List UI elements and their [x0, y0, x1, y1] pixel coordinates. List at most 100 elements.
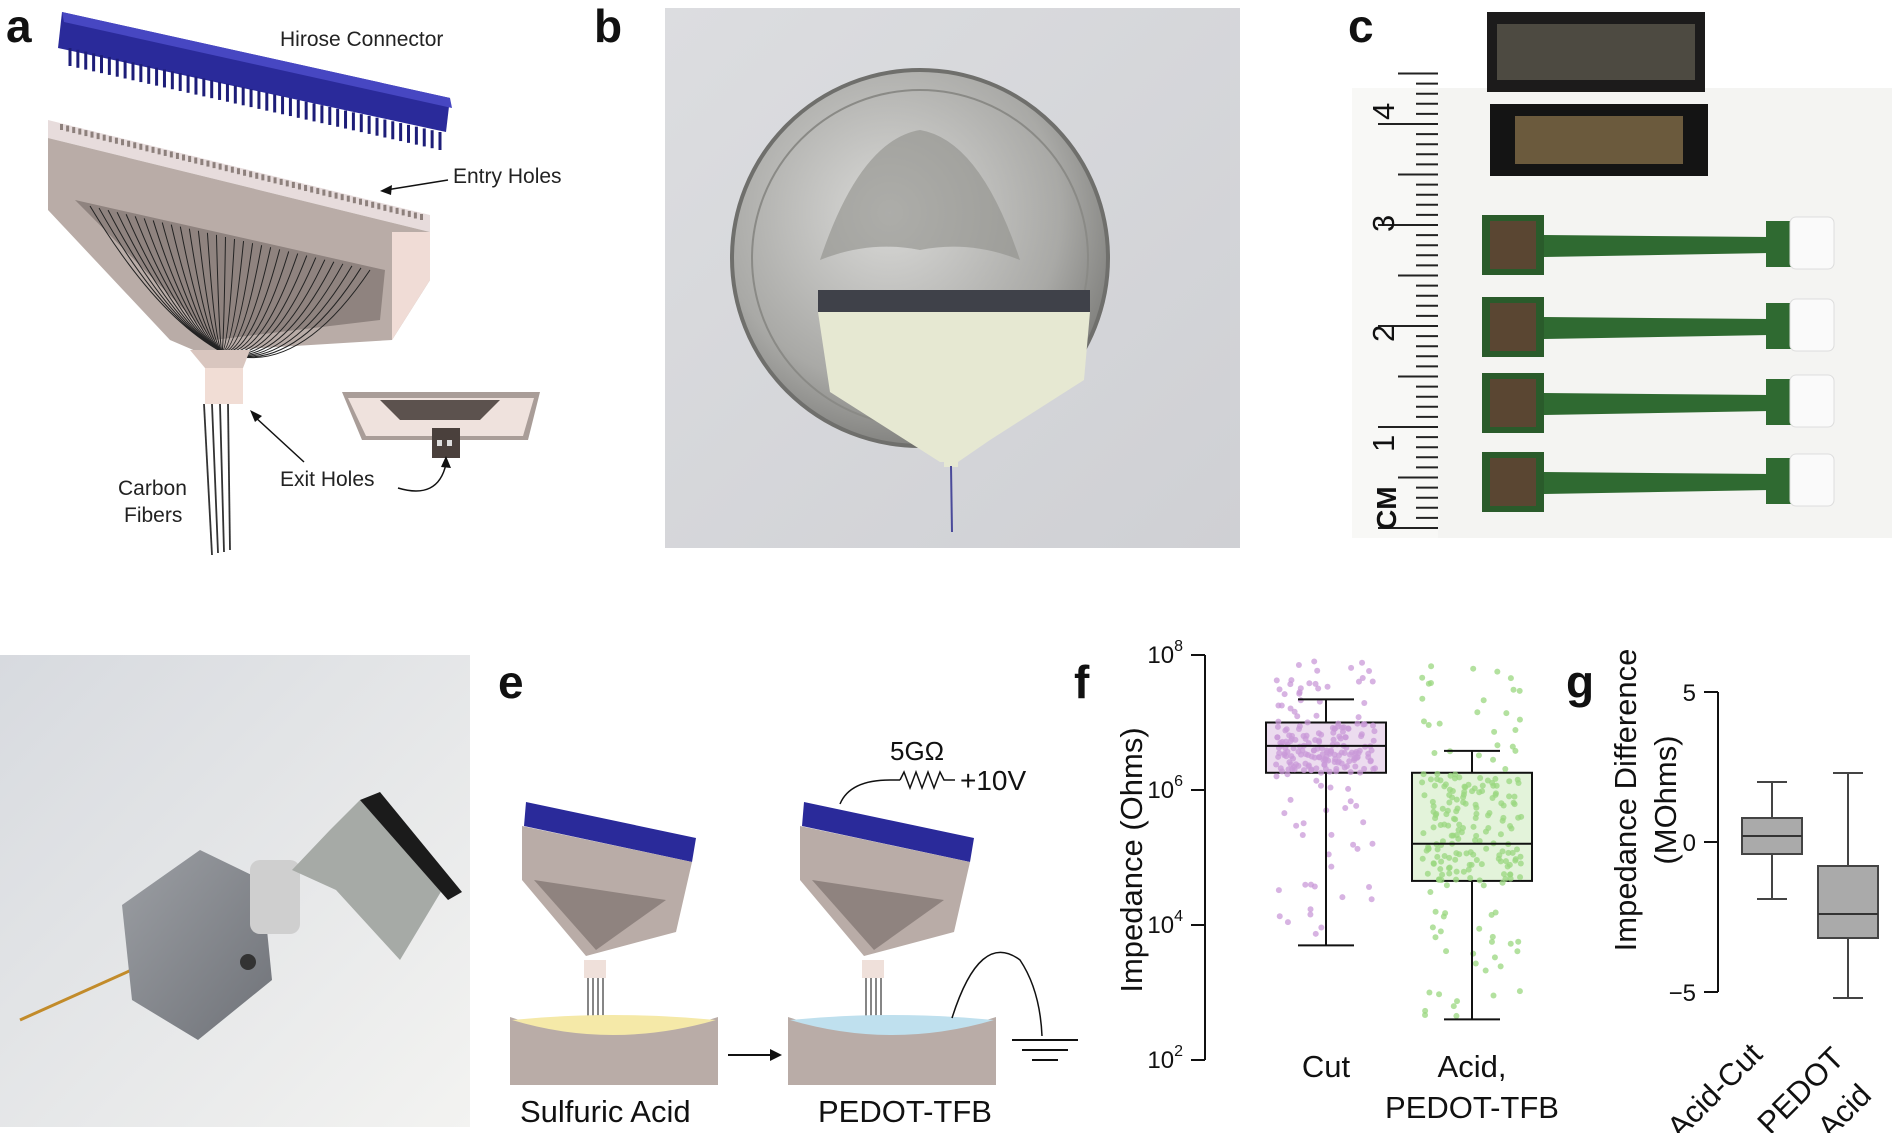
exit-holes-arrow-head [250, 410, 262, 422]
diagram-housing [522, 826, 692, 956]
f-data-point [1450, 832, 1457, 839]
hirose-connector-label: Hirose Connector [280, 28, 443, 51]
f-data-point [1452, 816, 1459, 823]
f-data-point [1299, 832, 1306, 839]
f-data-point [1297, 685, 1304, 692]
entry-hole [371, 201, 375, 208]
f-data-point [1489, 933, 1496, 940]
diagram-nozzle [584, 960, 606, 978]
device-fiber [950, 465, 953, 533]
f-data-point [1453, 808, 1460, 815]
f-data-point [1506, 778, 1513, 785]
f-data-point [1350, 841, 1357, 848]
f-data-point [1434, 770, 1441, 777]
f-data-point [1511, 801, 1518, 808]
f-data-point [1489, 779, 1496, 786]
f-data-point [1292, 736, 1299, 743]
f-data-point [1361, 699, 1368, 706]
f-data-point [1503, 710, 1510, 717]
f-data-point [1342, 804, 1349, 811]
ruler-number-3: 3 [1366, 215, 1401, 232]
f-data-point [1488, 938, 1495, 945]
entry-hole [230, 166, 234, 173]
carbon-fibers-label-2: Fibers [124, 504, 182, 527]
flex-cable-end [1766, 303, 1792, 349]
f-data-point [1273, 773, 1280, 780]
pedot-liquid [790, 1015, 994, 1035]
f-data-point [1355, 714, 1362, 721]
f-data-point [1300, 820, 1307, 827]
f-data-point [1371, 728, 1378, 735]
panel-d: d [0, 655, 470, 1127]
device-housing [818, 312, 1090, 462]
f-data-point [1491, 728, 1498, 735]
housing-bottom-view [342, 392, 540, 458]
f-data-point [1310, 747, 1317, 754]
f-data-point [1436, 720, 1443, 727]
f-data-point [1273, 677, 1280, 684]
entry-hole [346, 195, 350, 202]
step2-label: PEDOT-TFB [818, 1094, 992, 1129]
f-data-point [1502, 858, 1509, 865]
f-data-point [1274, 734, 1281, 741]
f-data-point [1274, 723, 1281, 730]
panel-f: f Impedance (Ohms) 102 104 106 108 Cut Acid… [1074, 638, 1559, 1125]
f-data-point [1455, 835, 1462, 842]
g-plot-area [1741, 772, 1879, 999]
f-data-point [1517, 874, 1524, 881]
flex-cable [1544, 235, 1770, 257]
f-category-label-acid-1: Acid, [1438, 1049, 1507, 1084]
f-data-point [1438, 877, 1445, 884]
f-data-point [1507, 940, 1514, 947]
flex-cable [1544, 393, 1770, 415]
entry-hole [365, 200, 369, 207]
f-data-point [1307, 911, 1314, 918]
entry-hole [377, 203, 381, 210]
f-data-point [1445, 822, 1452, 829]
entry-hole [328, 191, 332, 198]
f-data-point [1420, 771, 1427, 778]
f-data-point [1275, 887, 1282, 894]
f-category-label-cut: Cut [1302, 1049, 1351, 1084]
f-data-point [1491, 954, 1498, 961]
f-data-point [1446, 870, 1453, 877]
f-data-point [1509, 849, 1516, 856]
internal-fiber [179, 226, 223, 353]
f-data-point [1467, 849, 1474, 856]
f-data-point [1278, 702, 1285, 709]
f-data-point [1422, 1012, 1429, 1019]
diagram-nozzle [862, 960, 884, 978]
panel-a-letter: a [6, 0, 32, 52]
entry-hole [310, 186, 314, 193]
f-data-point [1506, 861, 1513, 868]
f-data-point [1494, 742, 1501, 749]
f-data-point [1329, 724, 1336, 731]
f-data-point [1438, 858, 1445, 865]
ruler [1352, 88, 1438, 538]
entry-hole [358, 198, 362, 205]
flex-cable-connector [1490, 221, 1536, 269]
f-data-point [1452, 856, 1459, 863]
f-data-point [1439, 871, 1446, 878]
f-data-point [1431, 750, 1438, 757]
entry-hole [78, 128, 82, 135]
f-data-point [1304, 719, 1311, 726]
f-data-point [1295, 726, 1302, 733]
f-data-point [1284, 771, 1291, 778]
f-data-point [1460, 868, 1467, 875]
f-data-point [1347, 769, 1354, 776]
f-data-point [1506, 871, 1513, 878]
f-data-point [1302, 881, 1309, 888]
entry-hole [352, 197, 356, 204]
f-data-point [1497, 963, 1504, 970]
f-data-point [1315, 730, 1322, 737]
f-data-point [1453, 1012, 1460, 1019]
f-data-point [1429, 924, 1436, 931]
f-data-point [1328, 863, 1335, 870]
entry-hole [182, 154, 186, 161]
f-data-point [1353, 802, 1360, 809]
entry-holes-label: Entry Holes [453, 165, 562, 188]
f-data-point [1453, 850, 1460, 857]
f-data-point [1339, 894, 1346, 901]
hirose-connector-drawing [58, 12, 452, 150]
